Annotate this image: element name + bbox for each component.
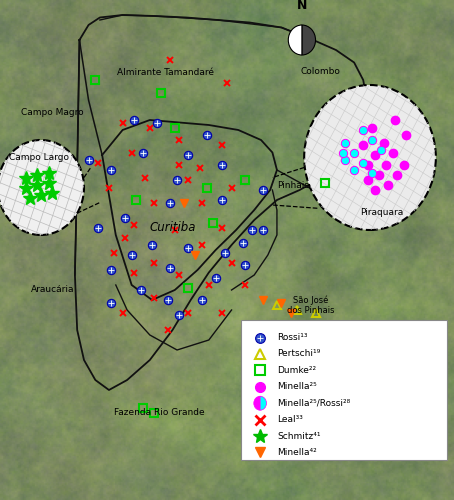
- Text: N: N: [297, 0, 307, 12]
- Text: Araucária: Araucária: [30, 286, 74, 294]
- FancyBboxPatch shape: [241, 320, 447, 460]
- Text: Fazenda Rio Grande: Fazenda Rio Grande: [114, 408, 204, 417]
- Wedge shape: [302, 25, 316, 55]
- Text: Curitiba: Curitiba: [149, 221, 196, 234]
- Text: Dumke²²: Dumke²²: [277, 366, 316, 375]
- Wedge shape: [260, 396, 266, 410]
- Text: Campo Largo: Campo Largo: [9, 153, 69, 162]
- Text: Piraquara: Piraquara: [360, 208, 403, 217]
- Text: Leal³³: Leal³³: [277, 415, 303, 424]
- Text: Almirante Tamandaré: Almirante Tamandaré: [117, 68, 214, 77]
- Text: Rossi¹³: Rossi¹³: [277, 333, 307, 342]
- Text: Schmitz⁴¹: Schmitz⁴¹: [277, 432, 321, 440]
- Text: São José
dos Pinhais: São José dos Pinhais: [287, 295, 335, 315]
- Text: Minella²⁵/Rossi²⁸: Minella²⁵/Rossi²⁸: [277, 398, 350, 407]
- Wedge shape: [254, 396, 260, 410]
- Text: Campo Magro: Campo Magro: [21, 108, 84, 117]
- Text: Minella²⁵: Minella²⁵: [277, 382, 317, 392]
- Wedge shape: [288, 25, 302, 55]
- Text: Pertschi¹⁹: Pertschi¹⁹: [277, 350, 320, 358]
- Circle shape: [304, 85, 436, 230]
- Text: Colombo: Colombo: [300, 66, 340, 76]
- Circle shape: [0, 140, 84, 235]
- Text: Minella⁴²: Minella⁴²: [277, 448, 317, 457]
- Text: Pinhais: Pinhais: [277, 180, 309, 190]
